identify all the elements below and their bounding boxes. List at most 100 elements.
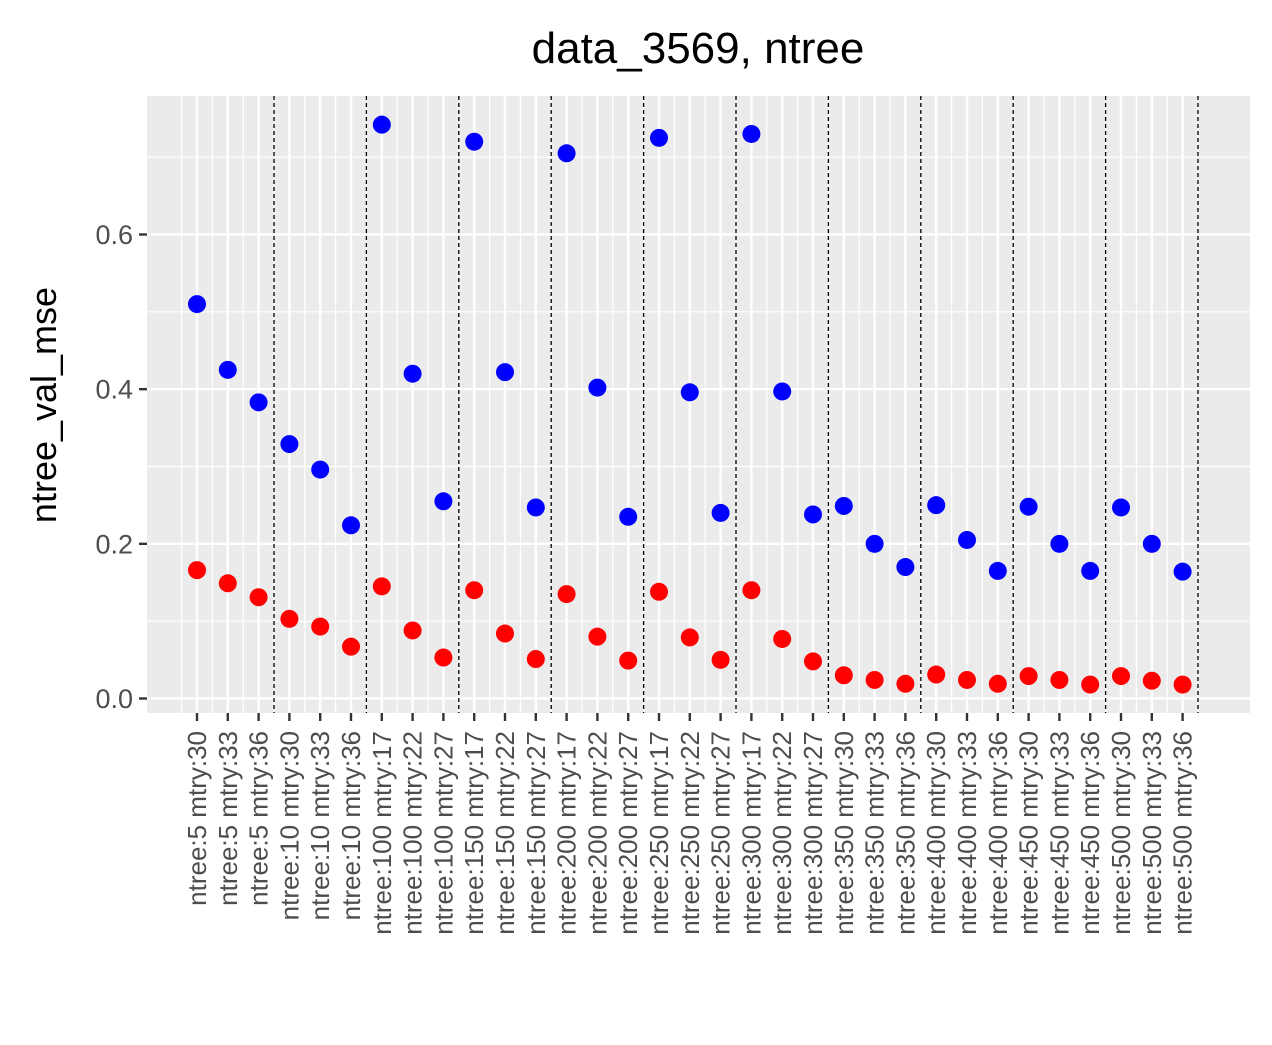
x-tick-label: ntree:5 mtry:33 [213, 731, 243, 906]
data-point [557, 585, 576, 604]
data-point [1142, 671, 1161, 690]
y-tick-label: 0.6 [95, 220, 133, 250]
data-point [188, 561, 206, 580]
data-point [526, 650, 545, 669]
y-axis: 0.0 0.2 0.4 0.6 [95, 220, 147, 714]
data-point [773, 382, 792, 401]
x-tick-label: ntree:450 mtry:36 [1075, 731, 1105, 935]
x-tick-label: ntree:450 mtry:33 [1044, 731, 1074, 935]
data-point [988, 674, 1007, 693]
data-point [650, 582, 668, 601]
data-point [403, 621, 422, 640]
y-tick-label: 0.2 [95, 529, 133, 559]
data-point [896, 558, 915, 577]
data-point [1081, 561, 1100, 580]
data-point [896, 674, 915, 693]
data-point [218, 360, 237, 379]
data-point [588, 378, 607, 397]
x-tick-label: ntree:500 mtry:30 [1106, 731, 1136, 935]
data-point [434, 492, 453, 511]
data-point [804, 505, 822, 524]
data-point [927, 496, 946, 515]
x-tick-label: ntree:250 mtry:22 [675, 731, 705, 935]
data-point [927, 665, 946, 684]
data-point [865, 670, 884, 689]
x-tick-label: ntree:250 mtry:17 [644, 731, 674, 935]
data-point [1112, 667, 1130, 686]
data-point [218, 574, 237, 593]
data-point [1019, 667, 1038, 686]
x-tick-label: ntree:10 mtry:36 [336, 731, 366, 920]
data-point [773, 629, 792, 648]
x-tick-label: ntree:100 mtry:17 [367, 731, 397, 935]
data-point [1050, 534, 1069, 553]
x-tick-label: ntree:5 mtry:30 [182, 731, 212, 906]
data-point [1173, 675, 1192, 694]
chart-title: data_3569, ntree [532, 24, 865, 73]
x-tick-label: ntree:200 mtry:22 [582, 731, 612, 935]
data-point [249, 393, 268, 412]
x-tick-label: ntree:400 mtry:33 [952, 731, 982, 935]
data-point [804, 652, 822, 671]
data-point [834, 666, 853, 685]
data-point [958, 670, 976, 689]
x-tick-label: ntree:300 mtry:22 [767, 731, 797, 935]
x-tick-label: ntree:400 mtry:30 [921, 731, 951, 935]
data-point [372, 115, 391, 134]
data-point [188, 295, 206, 314]
data-point [280, 609, 299, 628]
data-point [1142, 534, 1161, 553]
data-point [1019, 497, 1038, 516]
data-points [188, 115, 1192, 694]
data-point [311, 617, 330, 636]
x-tick-label: ntree:350 mtry:30 [829, 731, 859, 935]
data-point [680, 628, 699, 647]
x-tick-label: ntree:350 mtry:33 [860, 731, 890, 935]
data-point [742, 581, 761, 600]
x-tick-label: ntree:450 mtry:30 [1014, 731, 1044, 935]
data-point [342, 637, 360, 656]
group-separators [273, 96, 1199, 713]
y-tick-label: 0.4 [95, 375, 133, 405]
data-point [650, 128, 668, 147]
data-point [619, 651, 638, 670]
data-point [403, 364, 422, 383]
x-tick-label: ntree:150 mtry:27 [521, 731, 551, 935]
x-tick-label: ntree:10 mtry:33 [305, 731, 335, 920]
data-point [711, 650, 730, 669]
data-point [742, 124, 761, 143]
data-point [526, 498, 545, 517]
data-point [249, 588, 268, 607]
data-point [465, 132, 484, 151]
data-point [865, 534, 884, 553]
data-point [1081, 675, 1100, 694]
x-tick-label: ntree:400 mtry:36 [983, 731, 1013, 935]
data-point [619, 507, 638, 526]
data-point [372, 577, 391, 596]
x-tick-label: ntree:350 mtry:36 [890, 731, 920, 935]
plot-panel [147, 96, 1250, 713]
data-point [1112, 498, 1130, 517]
data-point [465, 581, 484, 600]
x-tick-label: ntree:500 mtry:33 [1137, 731, 1167, 935]
data-point [311, 460, 330, 479]
data-point [280, 435, 299, 454]
data-point [958, 530, 976, 549]
data-point [1173, 562, 1192, 581]
y-axis-label: ntree_val_mse [23, 287, 64, 523]
x-tick-label: ntree:150 mtry:17 [459, 731, 489, 935]
data-point [342, 516, 360, 535]
x-tick-label: ntree:300 mtry:17 [736, 731, 766, 935]
data-point [496, 624, 514, 643]
x-tick-label: ntree:150 mtry:22 [490, 731, 520, 935]
x-tick-label: ntree:100 mtry:27 [428, 731, 458, 935]
data-point [557, 144, 576, 163]
x-tick-label: ntree:5 mtry:36 [244, 731, 274, 906]
x-axis: ntree:5 mtry:30 ntree:5 mtry:33 ntree:5 mt… [182, 713, 1198, 935]
x-tick-label: ntree:200 mtry:17 [552, 731, 582, 935]
x-tick-label: ntree:300 mtry:27 [798, 731, 828, 935]
data-point [1050, 670, 1069, 689]
x-tick-label: ntree:500 mtry:36 [1168, 731, 1198, 935]
data-point [834, 496, 853, 515]
